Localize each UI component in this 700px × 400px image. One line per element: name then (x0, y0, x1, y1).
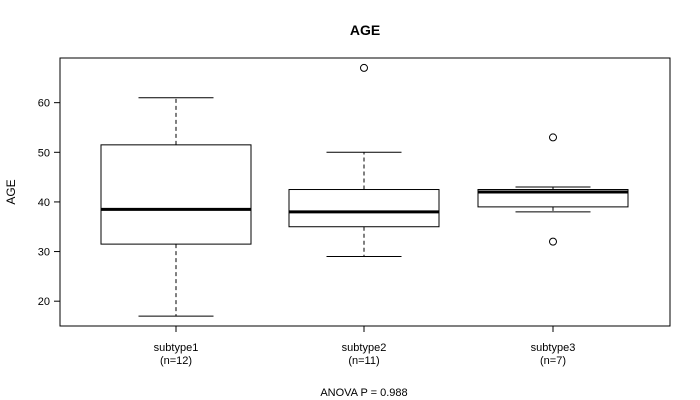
x-tick-count: (n=11) (348, 355, 379, 367)
box-subtype1 (100, 97, 252, 317)
iqr-box (477, 189, 629, 208)
x-tick-count: (n=7) (540, 355, 566, 367)
outlier-point (549, 237, 557, 246)
box-subtype3 (477, 133, 629, 246)
x-axis: subtype1(n=12) subtype2(n=11) subtype3(n=7… (154, 326, 576, 367)
chart-title: AGE (350, 22, 380, 38)
x-tick-label: subtype3 (531, 342, 576, 354)
y-tick-label: 40 (38, 197, 50, 209)
outlier-point (360, 63, 368, 72)
y-tick-label: 20 (38, 296, 50, 308)
outlier-point (549, 133, 557, 142)
y-tick-label: 30 (38, 247, 50, 259)
plot-frame (59, 57, 671, 327)
y-axis: 20 30 40 50 60 (38, 98, 60, 308)
x-tick-count: (n=12) (160, 355, 192, 367)
y-axis-label: AGE (4, 179, 18, 204)
box-subtype2 (288, 63, 440, 258)
x-tick-label: subtype1 (154, 342, 199, 354)
y-tick-label: 50 (38, 147, 50, 159)
anova-footnote: ANOVA P = 0.988 (320, 387, 407, 399)
iqr-box (288, 189, 440, 228)
iqr-box (100, 144, 252, 245)
x-tick-label: subtype2 (342, 342, 387, 354)
y-tick-label: 60 (38, 98, 50, 110)
boxes (100, 63, 629, 317)
